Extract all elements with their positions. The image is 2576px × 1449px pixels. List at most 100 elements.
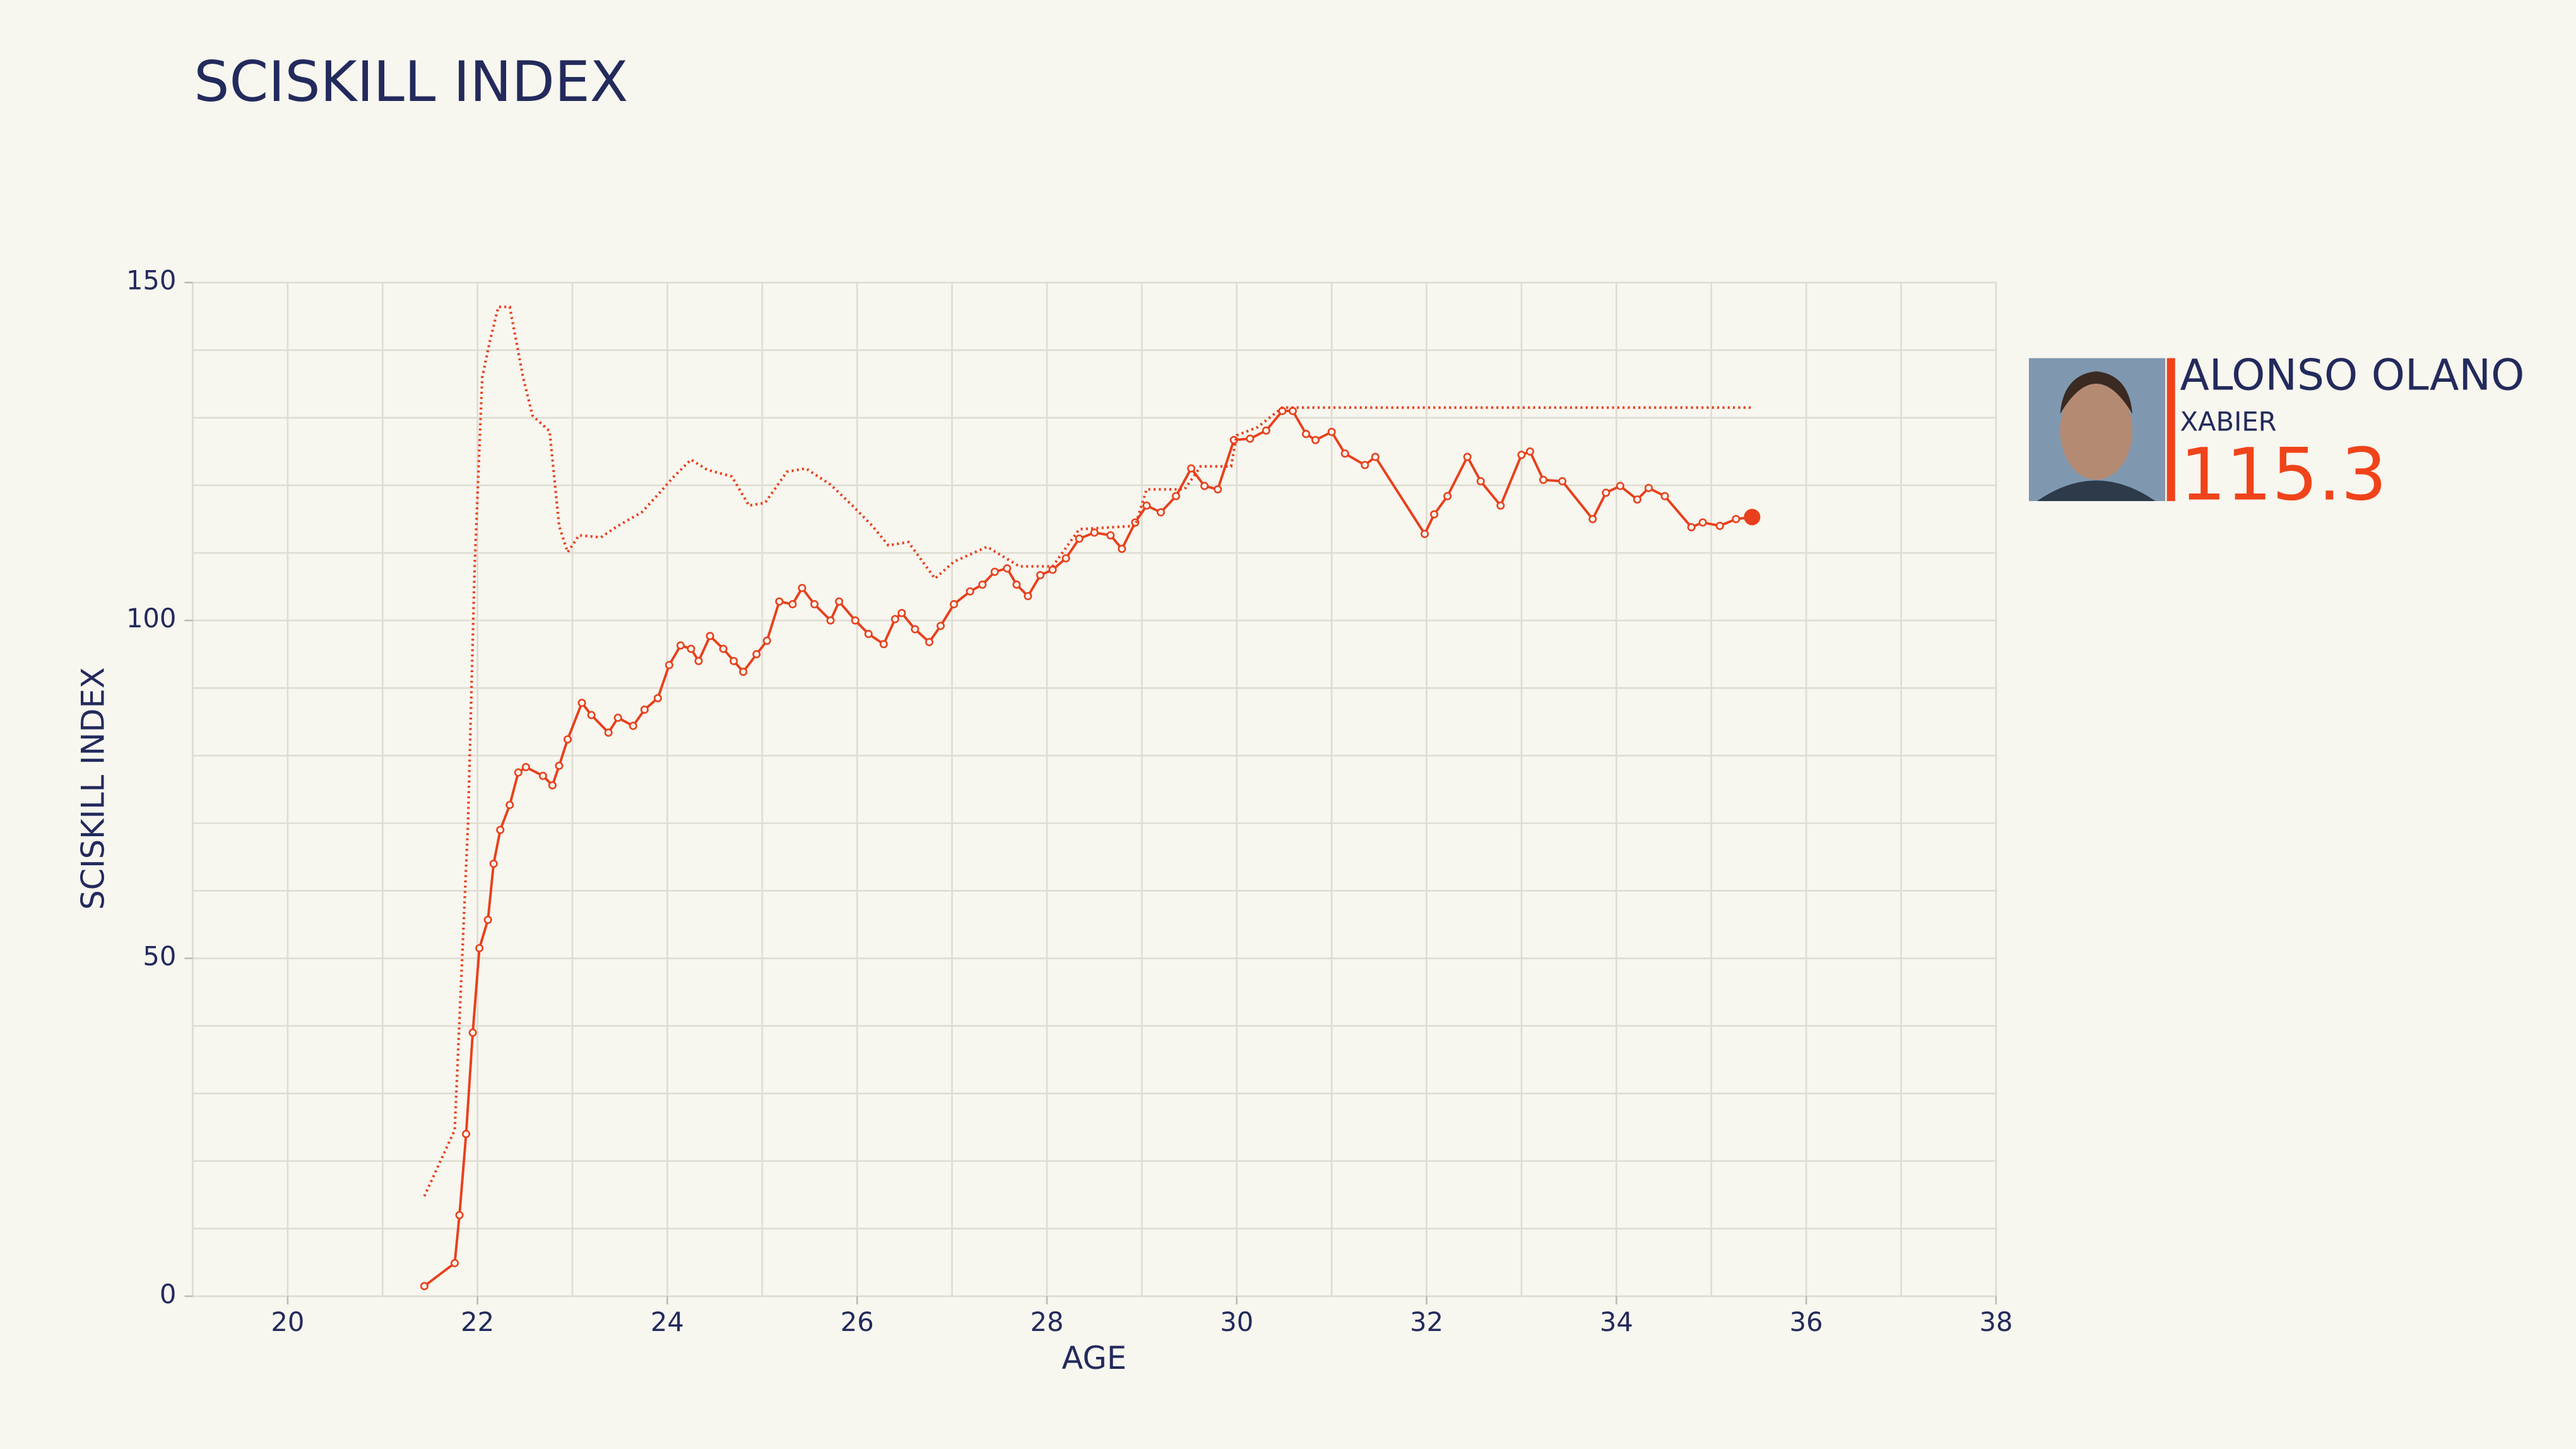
x-tick-label: 28 — [1031, 1306, 1064, 1337]
point — [1311, 435, 1320, 444]
y-tick-label: 50 — [143, 941, 176, 972]
point — [1061, 554, 1070, 563]
point — [577, 699, 586, 707]
player-accent-bar — [2166, 358, 2175, 501]
point — [1732, 515, 1740, 524]
point — [1302, 430, 1311, 439]
point — [1118, 545, 1126, 553]
point — [897, 608, 906, 617]
point — [489, 860, 498, 868]
point — [1200, 482, 1209, 490]
plot-background — [192, 281, 1997, 1298]
point — [1214, 485, 1222, 494]
point — [468, 1028, 477, 1037]
player-photo-shirt — [2037, 480, 2156, 501]
y-tick-label: 0 — [160, 1279, 177, 1310]
point — [1660, 492, 1669, 500]
x-axis-label: AGE — [1062, 1340, 1127, 1376]
point — [826, 616, 835, 625]
point — [1024, 592, 1032, 601]
point — [1687, 523, 1696, 531]
chart-title: SCISKILL INDEX — [194, 49, 628, 114]
point — [629, 721, 637, 730]
point — [1012, 580, 1021, 589]
player-value: 115.3 — [2180, 433, 2387, 517]
point — [851, 616, 860, 625]
point — [739, 668, 748, 677]
x-tick-label: 36 — [1790, 1306, 1823, 1337]
point — [1361, 461, 1369, 470]
point — [1633, 495, 1641, 504]
x-tick-label: 30 — [1220, 1306, 1253, 1337]
point — [890, 615, 899, 624]
point — [514, 768, 523, 777]
point — [936, 622, 945, 630]
point — [810, 600, 819, 608]
point — [1156, 508, 1166, 517]
point — [1187, 464, 1196, 473]
point — [1421, 529, 1429, 538]
point — [1517, 451, 1526, 459]
point — [653, 694, 662, 702]
point — [694, 656, 703, 665]
point — [604, 728, 613, 737]
point — [1443, 492, 1452, 500]
point — [879, 640, 888, 649]
point — [475, 943, 484, 952]
point — [665, 661, 673, 670]
point — [505, 800, 514, 809]
player-photo-hair — [2060, 371, 2133, 414]
point — [798, 584, 806, 593]
point — [762, 636, 771, 645]
point — [587, 711, 596, 719]
player-last-name: ALONSO OLANO — [2180, 350, 2525, 399]
point — [966, 587, 974, 596]
point — [1142, 501, 1151, 510]
point — [451, 1258, 459, 1267]
point — [687, 644, 695, 653]
point — [521, 762, 530, 771]
point — [548, 781, 557, 790]
plot-area: 20 22 24 26 28 30 32 34 36 38 0 50 100 150 — [126, 265, 2013, 1337]
point — [1526, 447, 1535, 456]
point — [1588, 515, 1597, 524]
point — [1602, 488, 1610, 497]
point — [640, 705, 649, 714]
point — [1476, 477, 1485, 486]
point — [1645, 483, 1653, 492]
point — [1340, 449, 1349, 458]
point — [1558, 477, 1567, 486]
point — [1106, 531, 1115, 540]
point — [990, 567, 999, 576]
point — [835, 597, 844, 606]
point — [1075, 535, 1084, 543]
point — [730, 656, 738, 665]
point — [719, 644, 728, 653]
x-tick-label: 24 — [651, 1306, 684, 1337]
point — [676, 641, 685, 650]
point — [706, 632, 714, 641]
y-tick-label: 100 — [126, 603, 176, 634]
point — [1430, 510, 1439, 519]
point — [1261, 426, 1270, 435]
point — [864, 630, 873, 639]
series-line — [423, 410, 1752, 1287]
x-tick-label: 22 — [461, 1306, 494, 1337]
point — [1036, 571, 1044, 579]
x-tick-label: 38 — [1979, 1306, 2012, 1337]
point — [1246, 434, 1255, 443]
series-line — [423, 305, 1752, 1197]
y-tick-label: 150 — [126, 265, 176, 296]
point — [1496, 501, 1505, 510]
point — [1463, 452, 1472, 461]
last-point — [1744, 509, 1761, 526]
player-card: ALONSO OLANO XABIER 115.3 — [2029, 350, 2524, 517]
point — [925, 637, 934, 646]
x-tick-label: 34 — [1600, 1306, 1633, 1337]
point — [1539, 475, 1548, 484]
point — [775, 597, 784, 606]
point — [420, 1282, 428, 1291]
y-axis-label: SCISKILL INDEX — [75, 667, 112, 910]
